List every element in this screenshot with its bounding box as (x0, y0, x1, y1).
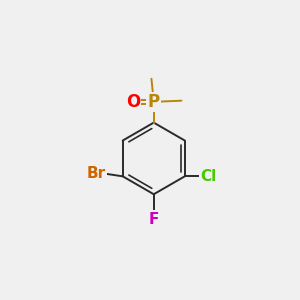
Text: P: P (148, 93, 160, 111)
Text: O: O (126, 93, 140, 111)
Text: F: F (148, 212, 159, 226)
Text: Br: Br (86, 167, 105, 182)
Text: Cl: Cl (201, 169, 217, 184)
